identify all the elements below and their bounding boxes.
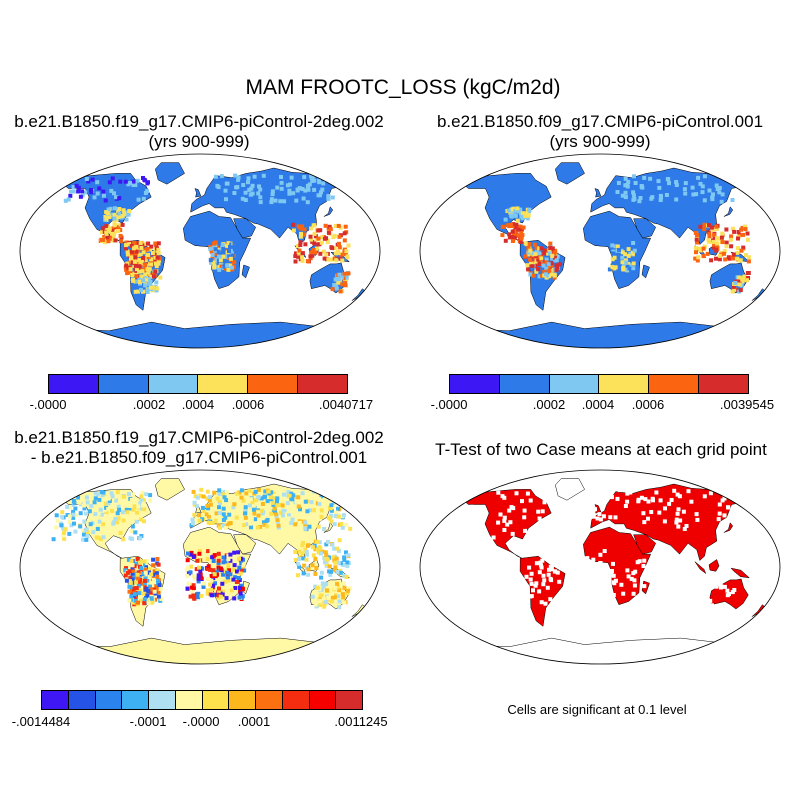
- colorbar-swatch: [95, 691, 123, 709]
- map-frame: [19, 469, 381, 665]
- continent-antarctica: [460, 637, 740, 664]
- panel-title-top-left: b.e21.B1850.f19_g17.CMIP6-piControl-2deg…: [14, 112, 384, 152]
- colorbar-swatch: [309, 691, 337, 709]
- map-bottom-right: [419, 469, 781, 665]
- colorbar-swatch: [256, 691, 283, 709]
- colorbar-swatch: [599, 375, 650, 393]
- continent-japan: [323, 522, 334, 533]
- colorbar-swatch: [282, 691, 310, 709]
- continent-eurasia: [190, 167, 344, 245]
- colorbar-top-right: [449, 374, 749, 394]
- colorbar-swatch: [499, 375, 550, 393]
- panel-title-top-right: b.e21.B1850.f09_g17.CMIP6-piControl.001 …: [437, 112, 763, 152]
- colorbar-top-left: [48, 374, 348, 394]
- colorbar-label: .0011245: [334, 714, 388, 729]
- continent-greenland: [155, 162, 185, 185]
- map-top-left: [19, 153, 381, 349]
- continent-greenland: [555, 478, 585, 501]
- panel-title-line2: - b.e21.B1850.f09_g17.CMIP6-piControl.00…: [30, 448, 368, 467]
- continent-japan: [323, 206, 334, 217]
- colorbar-swatch: [148, 375, 199, 393]
- continent-madagascar: [241, 264, 250, 279]
- panel-title-line2: (yrs 900-999): [148, 132, 250, 151]
- colorbar-swatch: [336, 691, 362, 709]
- continent-greenland: [155, 478, 185, 501]
- continent-arabia: [233, 534, 257, 555]
- continent-japan: [723, 522, 734, 533]
- colorbar-swatch: [175, 691, 203, 709]
- continent-japan: [723, 206, 734, 217]
- continent-arabia: [633, 534, 657, 555]
- continent-antarctica: [460, 321, 740, 348]
- colorbar-label: .0039545: [719, 397, 775, 412]
- colorbar-label: .0004: [181, 397, 215, 412]
- continent-uk: [194, 188, 202, 198]
- continent-madagascar: [641, 264, 650, 279]
- colorbar-swatch: [298, 375, 347, 393]
- colorbar-swatch: [229, 691, 256, 709]
- colorbar-label: .0002: [132, 397, 166, 412]
- panel-title-line1: b.e21.B1850.f09_g17.CMIP6-piControl.001: [436, 112, 764, 131]
- continent-north-america: [463, 173, 552, 243]
- map-frame: [19, 153, 381, 349]
- colorbar-label: .0006: [231, 397, 265, 412]
- colorbar-label: .0002: [532, 397, 566, 412]
- grid-cells: [51, 487, 353, 610]
- colorbar-label: .0001: [237, 714, 271, 729]
- panel-title-line1: b.e21.B1850.f19_g17.CMIP6-piControl-2deg…: [14, 428, 384, 447]
- continent-greenland: [555, 162, 585, 185]
- colorbar-label: .0040717: [318, 397, 374, 412]
- continent-indonesia-sumatra: [694, 561, 707, 575]
- panel-title-line1: b.e21.B1850.f19_g17.CMIP6-piControl-2deg…: [14, 112, 384, 131]
- colorbar-label: -.0001: [129, 714, 167, 729]
- continent-new-guinea: [730, 567, 751, 579]
- significance-note: Cells are significant at 0.1 level: [507, 702, 687, 717]
- colorbar-label: .0004: [581, 397, 615, 412]
- colorbar-swatch: [98, 375, 149, 393]
- grid-cells: [63, 173, 351, 294]
- colorbar-bottom-left: [41, 690, 363, 710]
- colorbar-swatch: [549, 375, 600, 393]
- panel-title-line2: (yrs 900-999): [549, 132, 651, 151]
- colorbar-swatch: [42, 691, 69, 709]
- map-bottom-left: [19, 469, 381, 665]
- colorbar-swatch: [248, 375, 299, 393]
- panel-title-bottom-right: T-Test of two Case means at each grid po…: [435, 440, 767, 459]
- grid-cells: [500, 174, 751, 294]
- colorbar-swatch: [202, 691, 230, 709]
- map-top-right: [419, 153, 781, 349]
- colorbar-label: .0006: [631, 397, 665, 412]
- colorbar-swatch: [68, 691, 96, 709]
- grid-cells: [445, 487, 752, 608]
- continent-antarctica: [60, 321, 340, 348]
- colorbar-label: -.0000: [182, 714, 220, 729]
- colorbar-swatch: [699, 375, 748, 393]
- colorbar-label: -.0014484: [11, 714, 71, 729]
- colorbar-swatch: [49, 375, 99, 393]
- colorbar-swatch: [450, 375, 500, 393]
- continent-indonesia-borneo: [708, 559, 720, 572]
- colorbar-label: -.0000: [29, 397, 67, 412]
- colorbar-swatch: [149, 691, 176, 709]
- colorbar-swatch: [198, 375, 249, 393]
- colorbar-label: -.0000: [430, 397, 468, 412]
- panel-title-bottom-left: b.e21.B1850.f19_g17.CMIP6-piControl-2deg…: [14, 428, 384, 468]
- main-title: MAM FROOTC_LOSS (kgC/m2d): [245, 76, 561, 99]
- continent-arabia: [233, 218, 257, 239]
- map-frame: [419, 469, 781, 665]
- continent-uk: [594, 188, 602, 198]
- colorbar-swatch: [649, 375, 700, 393]
- continent-antarctica: [60, 637, 340, 664]
- continent-arabia: [633, 218, 657, 239]
- map-frame: [419, 153, 781, 349]
- colorbar-swatch: [122, 691, 149, 709]
